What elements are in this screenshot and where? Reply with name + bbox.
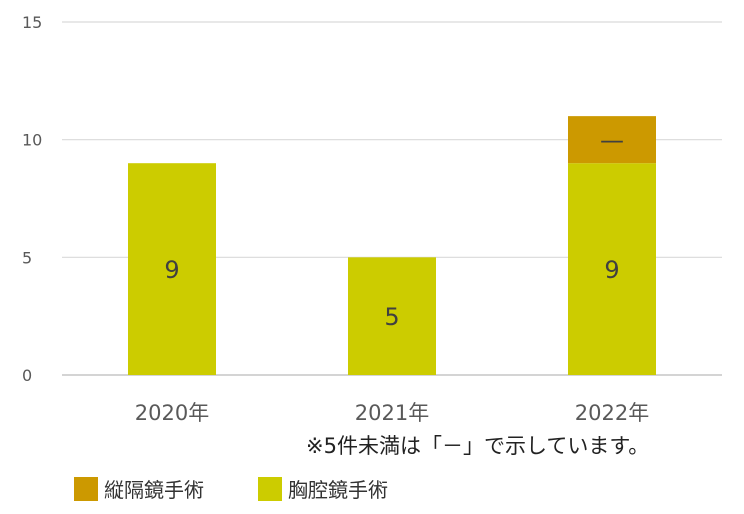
y-tick-label: 10	[22, 131, 42, 150]
data-label: 5	[384, 303, 399, 331]
legend-swatch	[74, 476, 98, 501]
legend-swatch	[258, 476, 282, 501]
x-tick-label: 2021年	[355, 401, 429, 425]
bar	[348, 257, 436, 375]
bar	[568, 163, 656, 375]
y-axis-ticks: 0 5 10 15	[22, 13, 42, 385]
bar	[568, 116, 656, 164]
data-label: —	[600, 127, 624, 155]
data-label: 9	[604, 256, 619, 284]
legend-item-thoracoscopy: 胸腔鏡手術	[258, 474, 388, 503]
legend-item-mediastinoscopy: 縦隔鏡手術	[74, 474, 204, 503]
stacked-bar-chart: 0 5 10 15 9 5 9 — 2020年 2021年 2022年	[22, 13, 722, 425]
y-tick-label: 5	[22, 248, 32, 267]
x-tick-label: 2022年	[575, 401, 649, 425]
x-tick-label: 2020年	[135, 401, 209, 425]
y-tick-label: 15	[22, 13, 42, 32]
x-axis-ticks: 2020年 2021年 2022年	[135, 401, 649, 425]
y-tick-label: 0	[22, 366, 32, 385]
legend-label: 胸腔鏡手術	[288, 478, 388, 502]
data-label: 9	[164, 256, 179, 284]
bar	[128, 163, 216, 375]
footnote: ※5件未満は「－」で示しています。	[306, 434, 650, 458]
bars: 9 5 9 —	[128, 116, 656, 375]
legend-label: 縦隔鏡手術	[104, 478, 204, 502]
